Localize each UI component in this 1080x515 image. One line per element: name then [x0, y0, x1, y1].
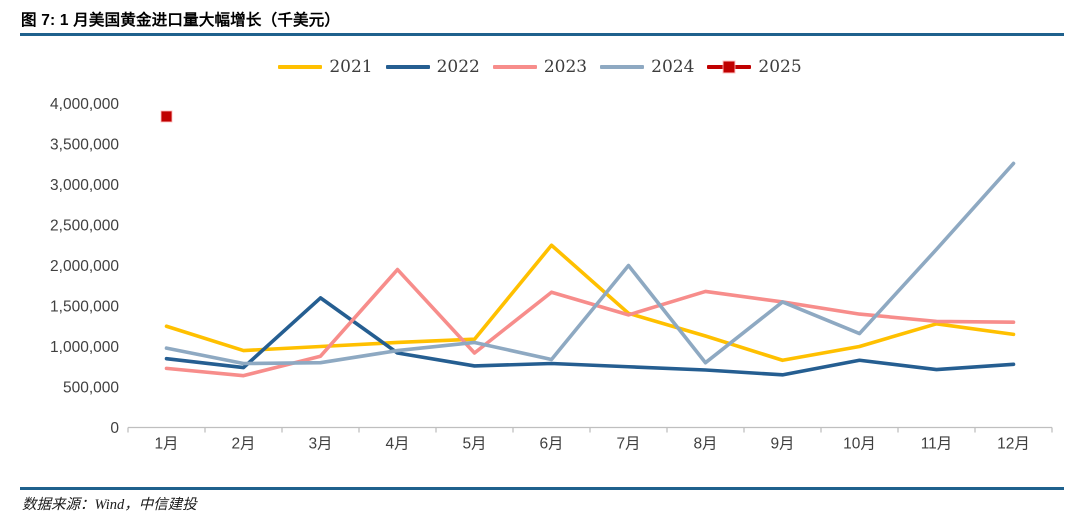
- legend-swatch-2022: [385, 65, 430, 69]
- series-line-2023: [164, 267, 1016, 378]
- legend-item-2021: 2021: [278, 56, 373, 77]
- y-axis-tick-label: 2,000,000: [50, 258, 119, 275]
- x-axis-tick-label: 8月: [693, 436, 717, 453]
- legend-label-2021: 2021: [329, 56, 373, 77]
- series-point-2025: [160, 110, 173, 123]
- y-axis-tick-label: 1,500,000: [50, 299, 119, 316]
- x-axis-tick-label: 3月: [308, 436, 332, 453]
- x-axis-tick-label: 9月: [770, 436, 794, 453]
- legend-item-2024: 2024: [600, 56, 695, 77]
- legend-item-2023: 2023: [492, 56, 588, 77]
- x-axis-tick-label: 5月: [462, 436, 486, 453]
- legend-label-2024: 2024: [651, 56, 695, 77]
- legend-swatch-2023: [492, 65, 537, 69]
- series-line-2022: [164, 296, 1016, 377]
- y-axis-tick-label: 0: [110, 420, 119, 437]
- legend-square-marker-icon: [722, 60, 736, 74]
- y-axis-tick-label: 3,000,000: [50, 177, 119, 194]
- x-axis-tick-label: 7月: [616, 436, 640, 453]
- x-axis-tick-label: 6月: [539, 436, 563, 453]
- x-axis-tick-label: 1月: [154, 436, 178, 453]
- legend-swatch-2021: [278, 65, 323, 69]
- legend-label-2023: 2023: [543, 56, 588, 77]
- series-line-2024: [164, 161, 1016, 366]
- legend-swatch-2025: [707, 60, 752, 74]
- series-line-2021: [164, 243, 1016, 363]
- title-divider-line: [20, 33, 1064, 36]
- legend-item-2022: 2022: [385, 56, 480, 77]
- x-axis-tick-label: 11月: [921, 436, 953, 453]
- y-axis-tick-label: 500,000: [63, 380, 119, 397]
- x-axis-tick-label: 2月: [231, 436, 255, 453]
- footer-divider-line: [20, 487, 1064, 490]
- chart-legend: 2021 2022 2023 2024 2025: [0, 56, 1080, 78]
- legend-label-2025: 2025: [758, 56, 802, 77]
- legend-label-2022: 2022: [436, 56, 480, 77]
- legend-item-2025: 2025: [707, 56, 802, 77]
- y-axis-tick-label: 3,500,000: [50, 137, 119, 154]
- data-source-note: 数据来源：Wind，中信建投: [22, 497, 197, 513]
- y-axis-tick-label: 4,000,000: [50, 96, 119, 113]
- x-axis-tick-label: 4月: [385, 436, 409, 453]
- y-axis-tick-label: 1,000,000: [50, 339, 119, 356]
- legend-swatch-2024: [600, 65, 645, 69]
- figure-title: 图 7: 1 月美国黄金进口量大幅增长（千美元）: [21, 12, 341, 29]
- y-axis-tick-label: 2,500,000: [50, 218, 119, 235]
- x-axis-tick-label: 10月: [843, 436, 876, 453]
- x-axis-tick-label: 12月: [997, 436, 1030, 453]
